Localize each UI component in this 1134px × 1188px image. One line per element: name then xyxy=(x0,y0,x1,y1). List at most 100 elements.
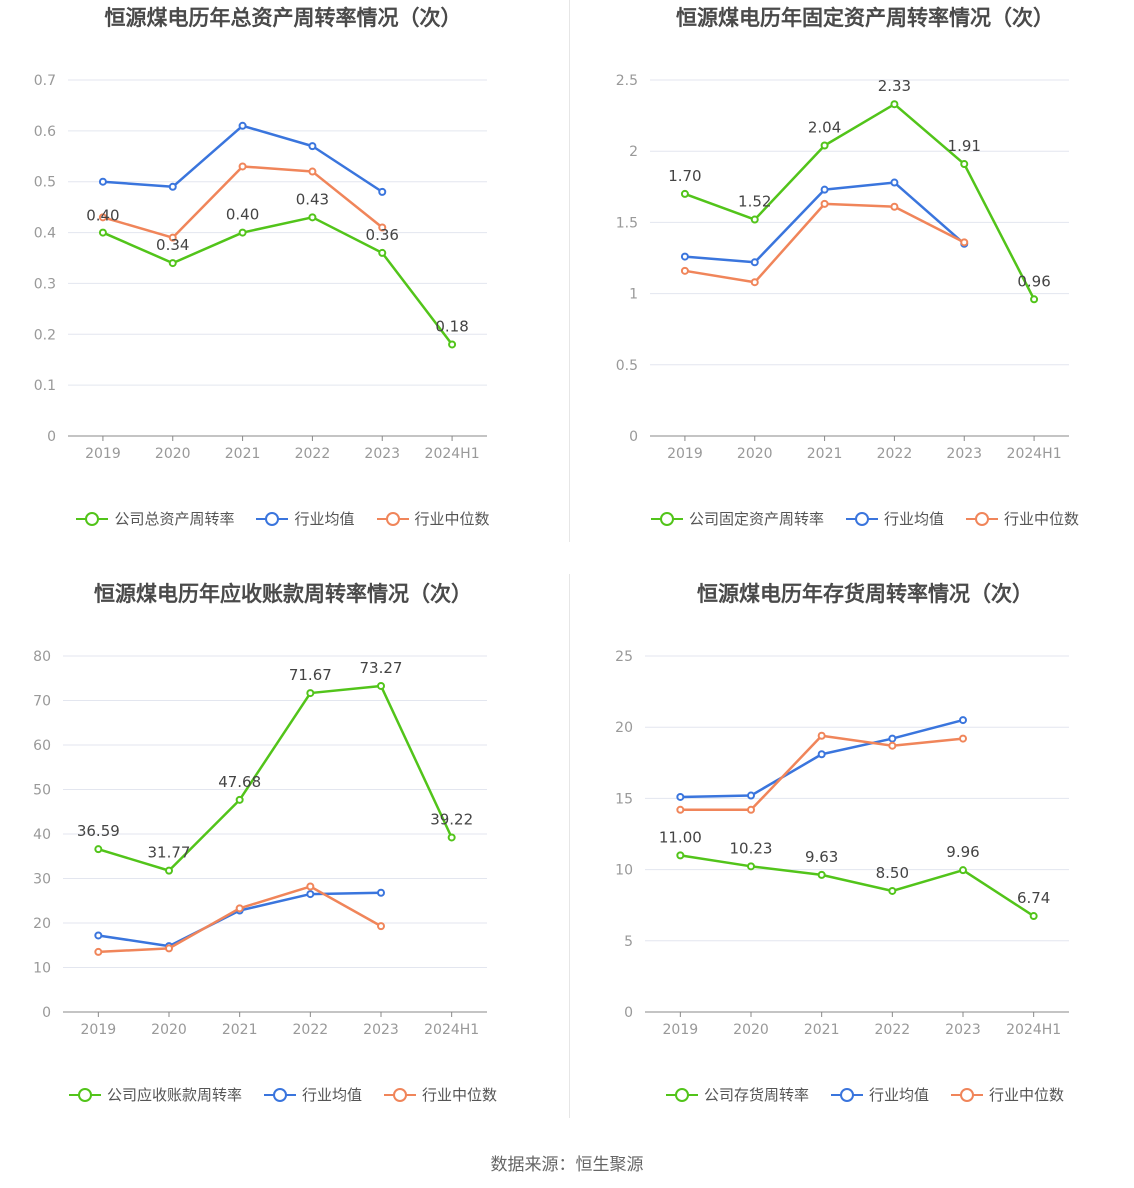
data-label: 31.77 xyxy=(148,844,191,862)
data-point[interactable] xyxy=(377,681,385,690)
y-tick-label: 80 xyxy=(33,649,51,665)
x-tick-label: 2021 xyxy=(222,1022,258,1038)
data-point[interactable] xyxy=(306,689,315,698)
data-point[interactable] xyxy=(960,160,969,169)
y-tick-label: 20 xyxy=(33,916,51,932)
data-point[interactable] xyxy=(676,851,685,860)
data-point[interactable] xyxy=(680,189,689,198)
data-point[interactable] xyxy=(378,187,387,196)
data-label: 36.59 xyxy=(77,822,120,840)
data-point[interactable] xyxy=(94,845,103,854)
data-point[interactable] xyxy=(817,750,826,759)
inventory-turnover-chart: 恒源煤电历年存货周转率情况（次） 0 5 10 15 20 25 2019 2020 2021 2… xyxy=(582,576,1134,1152)
legend-item[interactable]: 行业均值 xyxy=(830,1084,929,1105)
legend-item[interactable]: 公司应收账款周转率 xyxy=(68,1084,242,1105)
data-point[interactable] xyxy=(680,266,689,275)
data-point[interactable] xyxy=(747,805,755,814)
plot-area: 0 10 20 30 40 50 60 70 80 2019 2020 2021 2022 2023 202… xyxy=(33,649,487,1038)
x-tick-label: 2023 xyxy=(946,446,982,462)
data-point[interactable] xyxy=(238,121,247,130)
legend-item[interactable]: 行业均值 xyxy=(256,508,355,529)
data-point[interactable] xyxy=(238,162,247,171)
data-point[interactable] xyxy=(817,731,826,740)
vertical-divider-bottom xyxy=(569,574,570,1118)
data-point[interactable] xyxy=(377,922,385,931)
data-point[interactable] xyxy=(1030,295,1039,304)
data-point[interactable] xyxy=(98,177,107,186)
data-point[interactable] xyxy=(750,278,759,287)
data-point[interactable] xyxy=(94,947,103,956)
data-point[interactable] xyxy=(888,886,897,895)
data-point[interactable] xyxy=(820,185,829,194)
x-tick-label: 2024H1 xyxy=(1006,1022,1061,1038)
x-tick-label: 2022 xyxy=(295,446,331,462)
data-point[interactable] xyxy=(1029,912,1038,921)
x-tick-label: 2019 xyxy=(81,1022,117,1038)
data-point[interactable] xyxy=(238,228,247,237)
data-point[interactable] xyxy=(820,141,829,150)
data-point[interactable] xyxy=(306,890,315,899)
data-point[interactable] xyxy=(960,238,969,247)
data-point[interactable] xyxy=(378,223,387,232)
data-point[interactable] xyxy=(676,805,685,814)
data-point[interactable] xyxy=(750,258,759,267)
data-point[interactable] xyxy=(235,795,244,804)
data-point[interactable] xyxy=(890,202,899,211)
data-point[interactable] xyxy=(308,142,317,151)
data-point[interactable] xyxy=(959,734,967,743)
data-point[interactable] xyxy=(817,870,826,879)
chart-title: 恒源煤电历年存货周转率情况（次） xyxy=(697,582,1033,606)
y-tick-label: 2.5 xyxy=(616,73,638,89)
legend-item[interactable]: 公司总资产周转率 xyxy=(76,508,234,529)
y-tick-label: 0.7 xyxy=(34,73,56,89)
data-point[interactable] xyxy=(235,904,244,913)
data-point[interactable] xyxy=(168,233,177,242)
data-point[interactable] xyxy=(98,213,107,222)
data-point[interactable] xyxy=(165,944,173,953)
data-point[interactable] xyxy=(168,182,177,191)
legend-item[interactable]: 行业中位数 xyxy=(384,1084,497,1105)
data-point[interactable] xyxy=(306,882,315,891)
data-point[interactable] xyxy=(447,833,456,842)
legend-label: 公司存货周转率 xyxy=(703,1086,809,1104)
legend-item[interactable]: 行业中位数 xyxy=(376,508,490,529)
data-point[interactable] xyxy=(168,259,177,268)
data-point[interactable] xyxy=(750,215,759,224)
data-point[interactable] xyxy=(676,792,685,801)
data-point[interactable] xyxy=(680,252,689,261)
data-label: 0.36 xyxy=(366,226,399,244)
data-point[interactable] xyxy=(820,199,829,208)
data-label: 73.27 xyxy=(360,659,403,677)
y-tick-label: 0 xyxy=(47,429,56,445)
data-point[interactable] xyxy=(378,248,387,257)
data-point[interactable] xyxy=(747,862,755,871)
legend-marker-icon xyxy=(76,511,109,527)
data-point[interactable] xyxy=(165,866,173,875)
legend-item[interactable]: 行业均值 xyxy=(845,508,944,529)
legend-item[interactable]: 行业中位数 xyxy=(966,508,1079,529)
data-point[interactable] xyxy=(377,888,385,897)
legend-item[interactable]: 公司固定资产周转率 xyxy=(650,508,824,529)
data-point[interactable] xyxy=(448,340,457,349)
data-point[interactable] xyxy=(959,716,967,725)
data-point[interactable] xyxy=(94,931,103,940)
data-point[interactable] xyxy=(308,167,317,176)
data-label: 47.68 xyxy=(218,773,261,791)
data-point[interactable] xyxy=(890,178,899,187)
data-point[interactable] xyxy=(890,100,899,109)
legend-item[interactable]: 公司存货周转率 xyxy=(665,1084,809,1105)
data-point[interactable] xyxy=(98,228,107,237)
y-tick-label: 25 xyxy=(615,649,633,665)
data-point[interactable] xyxy=(888,734,897,743)
data-point[interactable] xyxy=(959,866,967,875)
legend: 公司应收账款周转率 行业均值 行业中位数 xyxy=(0,1084,566,1105)
legend-item[interactable]: 行业中位数 xyxy=(951,1084,1064,1105)
y-tick-label: 0 xyxy=(42,1005,51,1021)
y-tick-label: 0.4 xyxy=(34,226,56,242)
data-point[interactable] xyxy=(308,213,317,222)
data-label: 0.43 xyxy=(296,190,329,208)
legend-item[interactable]: 行业均值 xyxy=(263,1084,362,1105)
data-point[interactable] xyxy=(888,741,897,750)
data-point[interactable] xyxy=(747,791,755,800)
legend: 公司存货周转率 行业均值 行业中位数 xyxy=(582,1084,1134,1105)
